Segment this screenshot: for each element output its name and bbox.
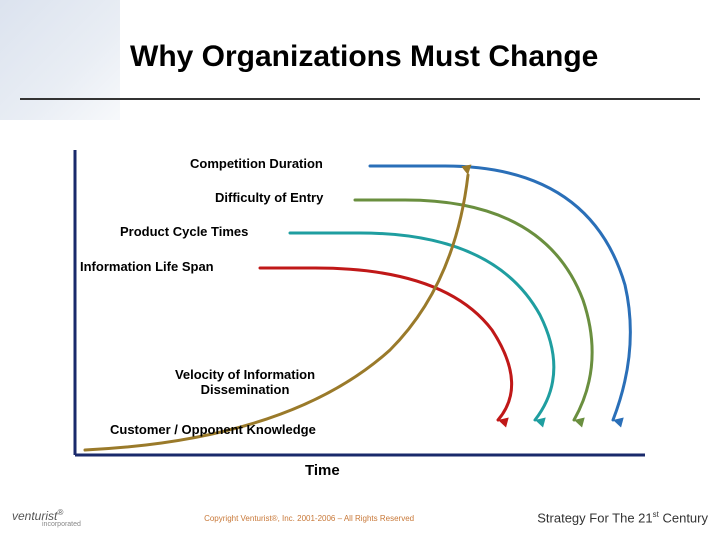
chart-area: Competition Duration Difficulty of Entry P… [60, 140, 660, 460]
footer-brand: venturist® incorporated [12, 508, 81, 528]
curve-label-difficulty_of_entry: Difficulty of Entry [215, 191, 323, 206]
brand-reg: ® [57, 508, 63, 517]
curve-label-velocity_info: Velocity of Information Dissemination [145, 368, 345, 398]
footer-copyright: Copyright Venturist®, Inc. 2001-2006 – A… [81, 514, 537, 523]
footer: venturist® incorporated Copyright Ventur… [0, 504, 720, 532]
x-axis-label: Time [305, 462, 340, 479]
curve-label-competition_duration: Competition Duration [190, 157, 323, 172]
tagline-end: Century [659, 511, 708, 526]
labels-layer: Competition Duration Difficulty of Entry P… [60, 140, 660, 460]
corner-watermark [0, 0, 120, 120]
footer-tagline: Strategy For The 21st Century [537, 510, 708, 525]
title-underline [20, 98, 700, 100]
page-title: Why Organizations Must Change [130, 40, 700, 74]
brand-inc: incorporated [42, 521, 81, 528]
curve-label-product_cycle_times: Product Cycle Times [120, 225, 248, 240]
tagline-prefix: Strategy For The 21 [537, 511, 652, 526]
curve-label-information_life_span: Information Life Span [80, 260, 220, 275]
curve-label-customer_knowledge: Customer / Opponent Knowledge [110, 423, 316, 438]
